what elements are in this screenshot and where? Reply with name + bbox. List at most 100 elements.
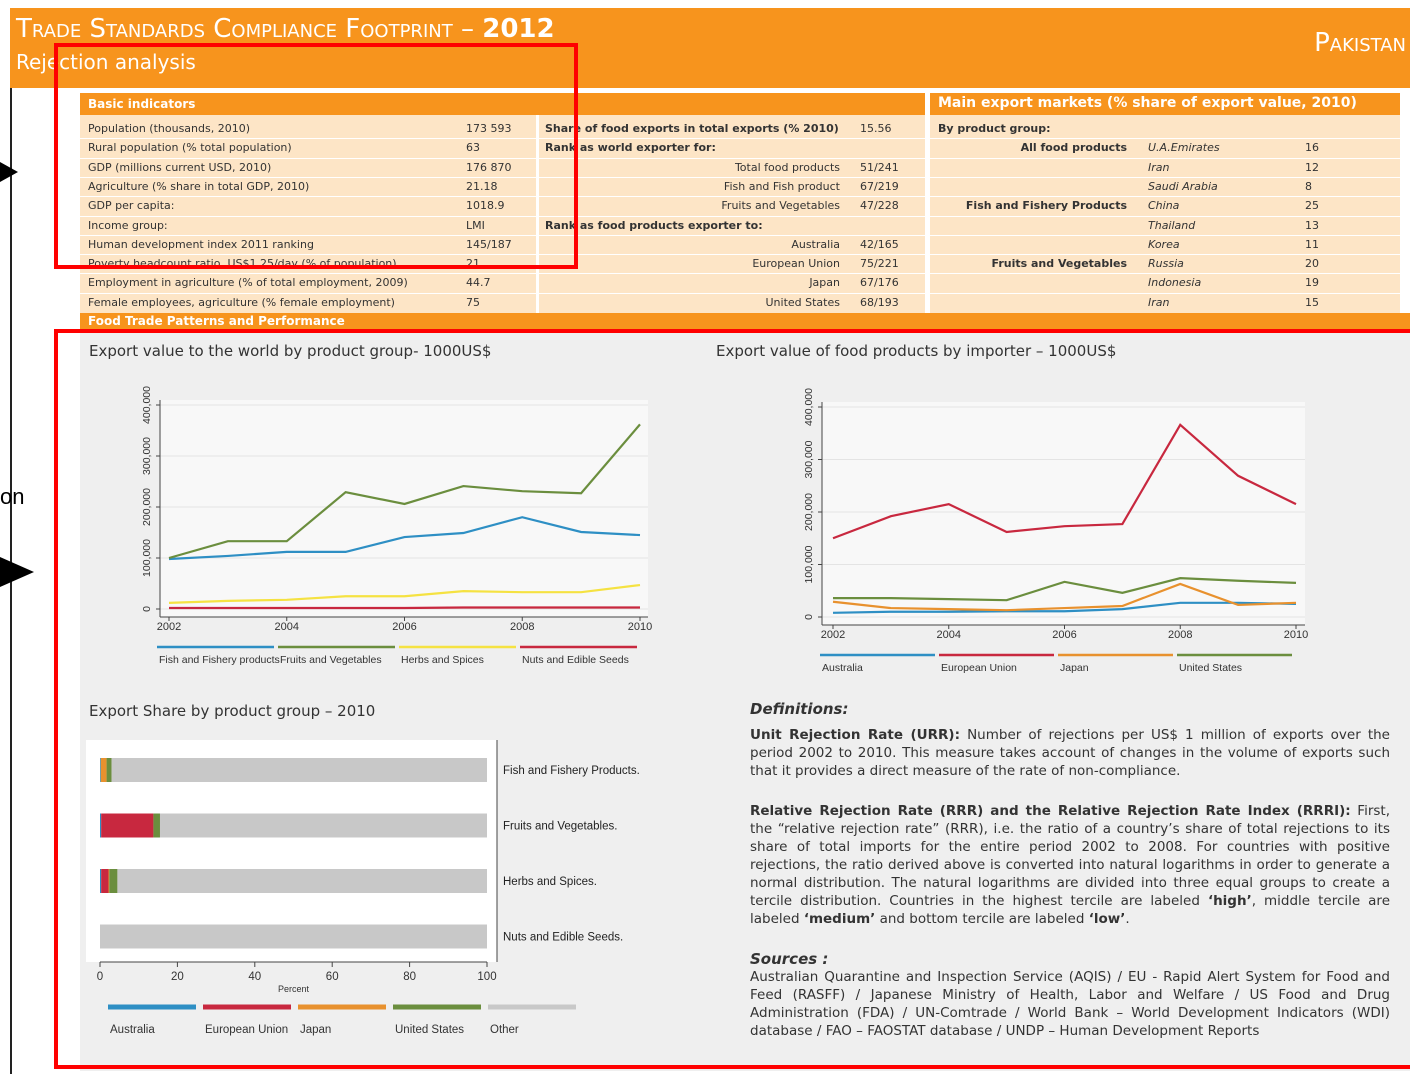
table-bg <box>930 93 1400 313</box>
row-rule <box>80 215 1400 217</box>
sources-text: Australian Quarantine and Inspection Ser… <box>750 969 1390 1039</box>
bar-segment <box>153 813 160 838</box>
market-country: Russia <box>1148 257 1184 271</box>
y-tick-label: 400,000 <box>803 388 815 426</box>
legend-label: Japan <box>300 1024 331 1036</box>
x-tick-label: 2010 <box>628 621 652 633</box>
definition-text: ‘medium’ <box>803 911 876 927</box>
trade-value: 75/221 <box>860 257 899 271</box>
trade-label: United States <box>765 295 841 309</box>
country: Pakistan <box>1314 28 1406 58</box>
market-country: U.A.Emirates <box>1148 141 1220 155</box>
definition-text: and bottom tercile are labeled <box>875 911 1089 927</box>
x-axis-label: Percent <box>278 984 310 994</box>
market-group: All food products <box>1020 141 1127 155</box>
row-rule <box>80 157 1400 159</box>
definitions-title: Definitions: <box>750 700 849 718</box>
trade-heading: Rank as world exporter for: <box>545 141 716 155</box>
x-tick-label: 2002 <box>821 629 845 641</box>
definition: Unit Rejection Rate (URR): Number of rej… <box>750 726 1390 780</box>
bar-segment <box>117 869 487 893</box>
section-band <box>80 313 1410 331</box>
trade-label: Fruits and Vegetables <box>721 199 840 213</box>
bar-segment <box>100 758 107 782</box>
y-tick-label: 300,000 <box>141 437 153 475</box>
legend-label: United States <box>1179 662 1242 674</box>
x-tick-label: 60 <box>326 971 339 983</box>
indicator-label: Employment in agriculture (% of total em… <box>88 276 408 290</box>
definition-text: . <box>1125 911 1130 927</box>
trade-label: European Union <box>752 257 840 271</box>
legend-label: Japan <box>1060 662 1089 674</box>
market-share: 13 <box>1305 218 1319 232</box>
x-tick-label: 2002 <box>157 621 181 633</box>
side-text: on <box>0 484 25 509</box>
market-country: Saudi Arabia <box>1148 179 1218 193</box>
series-line <box>169 606 640 610</box>
bar-segment <box>159 813 488 838</box>
trade-value: 15.56 <box>860 122 892 135</box>
category-label: Fish and Fishery Products. <box>503 765 640 777</box>
bar-segment <box>100 813 102 838</box>
table-title: Main export markets (% share of export v… <box>938 95 1357 111</box>
indicator-label: Female employees, agriculture (% female … <box>88 295 395 309</box>
market-share: 16 <box>1305 141 1319 155</box>
trade-label: Total food products <box>734 160 840 174</box>
x-tick-label: 40 <box>248 971 261 983</box>
row-rule <box>80 273 1400 275</box>
market-share: 12 <box>1305 160 1319 174</box>
market-share: 25 <box>1305 199 1319 213</box>
y-tick-label: 100,000 <box>803 545 815 583</box>
row-rule <box>80 196 1400 198</box>
markets-subtitle: By product group: <box>938 122 1051 135</box>
trade-label: Japan <box>809 276 840 290</box>
definition-term: Relative Rejection Rate (RRR) and the Re… <box>750 803 1351 819</box>
legend-label: European Union <box>941 662 1017 674</box>
y-tick-label: 300,000 <box>803 440 815 478</box>
x-tick-label: 100 <box>477 971 496 983</box>
chart-title: Export value of food products by importe… <box>716 342 1116 360</box>
definition-text: ‘low’ <box>1088 911 1126 927</box>
plot-area <box>822 402 1305 625</box>
definition-text: ‘high’ <box>1207 893 1252 909</box>
definition-list: Unit Rejection Rate (URR): Number of rej… <box>750 726 1390 928</box>
header-band <box>930 93 1400 115</box>
definitions: Definitions: Unit Rejection Rate (URR): … <box>750 700 1390 1040</box>
market-share: 8 <box>1305 179 1312 193</box>
year: 2012 <box>482 14 555 44</box>
y-tick-label: 200,000 <box>141 488 153 526</box>
x-tick-label: 2008 <box>1168 629 1192 641</box>
legend-label: Nuts and Edible Seeds <box>522 654 629 666</box>
indicator-value: 44.7 <box>466 276 491 290</box>
chart-title: Export value to the world by product gro… <box>89 342 491 360</box>
market-share: 15 <box>1305 295 1319 309</box>
category-label: Fruits and Vegetables. <box>503 821 617 833</box>
market-share: 11 <box>1305 237 1319 251</box>
legend-label: European Union <box>205 1024 288 1036</box>
trade-value: 42/165 <box>860 237 899 251</box>
row-rule <box>80 138 1400 140</box>
legend-label: Fruits and Vegetables <box>280 654 382 666</box>
x-tick-label: 2010 <box>1284 629 1308 641</box>
trade-value: 51/241 <box>860 160 899 174</box>
trade-label: Fish and Fish product <box>723 179 840 193</box>
trade-heading: Share of food exports in total exports (… <box>545 122 839 135</box>
x-tick-label: 2004 <box>275 621 299 633</box>
x-tick-label: 80 <box>403 971 416 983</box>
y-tick-label: 0 <box>141 606 153 612</box>
bar-segment <box>101 813 154 838</box>
market-country: Iran <box>1148 295 1170 309</box>
category-label: Nuts and Edible Seeds. <box>503 932 623 944</box>
plot-area <box>160 400 648 617</box>
market-group: Fish and Fishery Products <box>965 199 1127 213</box>
legend-label: Australia <box>110 1024 155 1036</box>
row-rule <box>80 234 1400 236</box>
category-label: Herbs and Spices. <box>503 876 597 888</box>
trade-value: 47/228 <box>860 199 899 213</box>
definition: Relative Rejection Rate (RRR) and the Re… <box>750 802 1390 928</box>
market-share: 20 <box>1305 257 1319 271</box>
header-title: Trade Standards Compliance Footprint – 2… <box>16 14 555 44</box>
x-tick-label: 2008 <box>510 621 534 633</box>
indicator-value: 75 <box>466 295 480 309</box>
